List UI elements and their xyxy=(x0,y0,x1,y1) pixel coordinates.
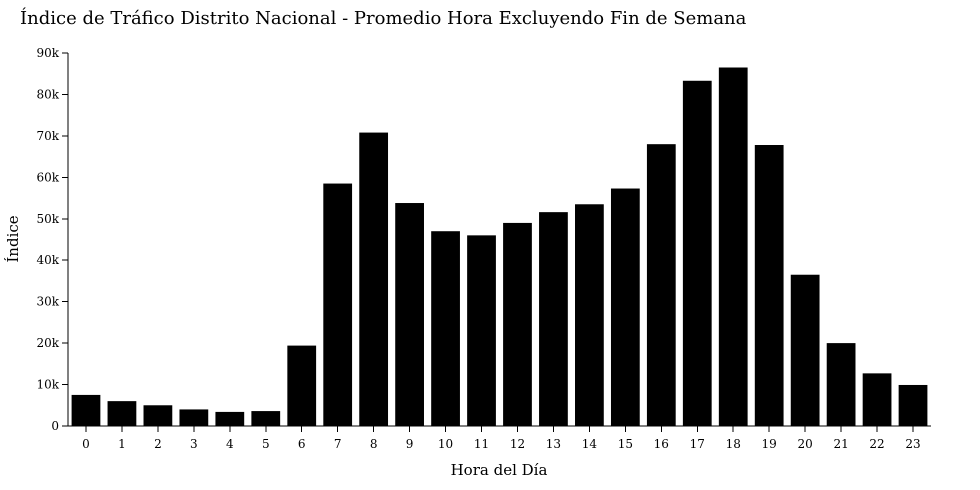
bar-hour-14 xyxy=(575,204,604,426)
x-tick-label: 1 xyxy=(118,437,126,451)
x-tick-label: 7 xyxy=(334,437,342,451)
bar-hour-21 xyxy=(826,343,856,426)
bar-hour-1 xyxy=(107,401,137,426)
bar-hour-6 xyxy=(287,345,317,426)
bar-hour-2 xyxy=(143,405,173,426)
x-tick-label: 22 xyxy=(869,437,884,451)
bar-hour-3 xyxy=(179,409,209,426)
y-axis-label: Índice xyxy=(4,215,22,262)
x-tick-label: 10 xyxy=(438,437,453,451)
x-tick-label: 0 xyxy=(82,437,90,451)
bar-hour-0 xyxy=(71,394,101,426)
bars-group xyxy=(71,67,928,427)
y-tick-label: 40k xyxy=(36,253,59,267)
bar-hour-10 xyxy=(431,231,460,426)
bar-hour-12 xyxy=(503,222,532,426)
x-tick-label: 5 xyxy=(262,437,270,451)
bar-hour-7 xyxy=(323,183,353,426)
bar-hour-4 xyxy=(215,411,245,426)
bar-hour-11 xyxy=(467,235,496,426)
y-tick-label: 0 xyxy=(51,419,59,433)
bar-hour-5 xyxy=(251,411,281,426)
bar-hour-19 xyxy=(754,145,784,427)
bar-hour-8 xyxy=(359,132,389,426)
x-tick-label: 16 xyxy=(654,437,669,451)
x-tick-label: 6 xyxy=(298,437,306,451)
bar-hour-16 xyxy=(646,144,676,426)
x-tick-label: 20 xyxy=(798,437,813,451)
x-tick-label: 4 xyxy=(226,437,234,451)
y-tick-label: 50k xyxy=(36,212,59,226)
y-tick-label: 20k xyxy=(36,336,59,350)
x-axis-label: Hora del Día xyxy=(451,461,548,479)
x-axis: 0 1 2 3 4 5 6 7 8 9 10 11 12 13 14 15 16 17 18 19 20 21 22 23 xyxy=(68,425,931,451)
x-tick-label: 18 xyxy=(726,437,741,451)
x-tick-label: 14 xyxy=(582,437,598,451)
x-tick-label: 3 xyxy=(190,437,198,451)
bar-hour-13 xyxy=(539,212,568,426)
y-tick-label: 30k xyxy=(36,295,59,309)
bar-hour-18 xyxy=(718,67,748,426)
y-tick-label: 70k xyxy=(36,129,59,143)
bar-hour-17 xyxy=(682,80,712,427)
x-tick-label: 9 xyxy=(406,437,414,451)
x-tick-label: 17 xyxy=(690,437,705,451)
x-tick-label: 15 xyxy=(618,437,633,451)
bar-hour-20 xyxy=(790,274,820,426)
x-tick-label: 13 xyxy=(546,437,561,451)
x-tick-label: 21 xyxy=(833,437,848,451)
y-tick-label: 10k xyxy=(36,378,59,392)
bar-hour-9 xyxy=(395,203,424,426)
y-axis: 0 10k 20k 30k 40k 50k 60k 70k 80k 90k xyxy=(36,46,69,433)
x-tick-label: 8 xyxy=(370,437,378,451)
bar-hour-15 xyxy=(610,188,640,426)
bar-hour-22 xyxy=(862,373,892,426)
x-tick-label: 11 xyxy=(474,437,489,451)
chart-title: Índice de Tráfico Distrito Nacional - Pr… xyxy=(20,6,747,29)
y-tick-label: 80k xyxy=(36,87,59,101)
x-tick-label: 12 xyxy=(510,437,525,451)
x-tick-label: 23 xyxy=(905,437,920,451)
bar-hour-23 xyxy=(898,384,928,426)
y-tick-label: 90k xyxy=(36,46,59,60)
x-tick-label: 2 xyxy=(154,437,162,451)
y-tick-label: 60k xyxy=(36,170,59,184)
x-tick-label: 19 xyxy=(762,437,777,451)
